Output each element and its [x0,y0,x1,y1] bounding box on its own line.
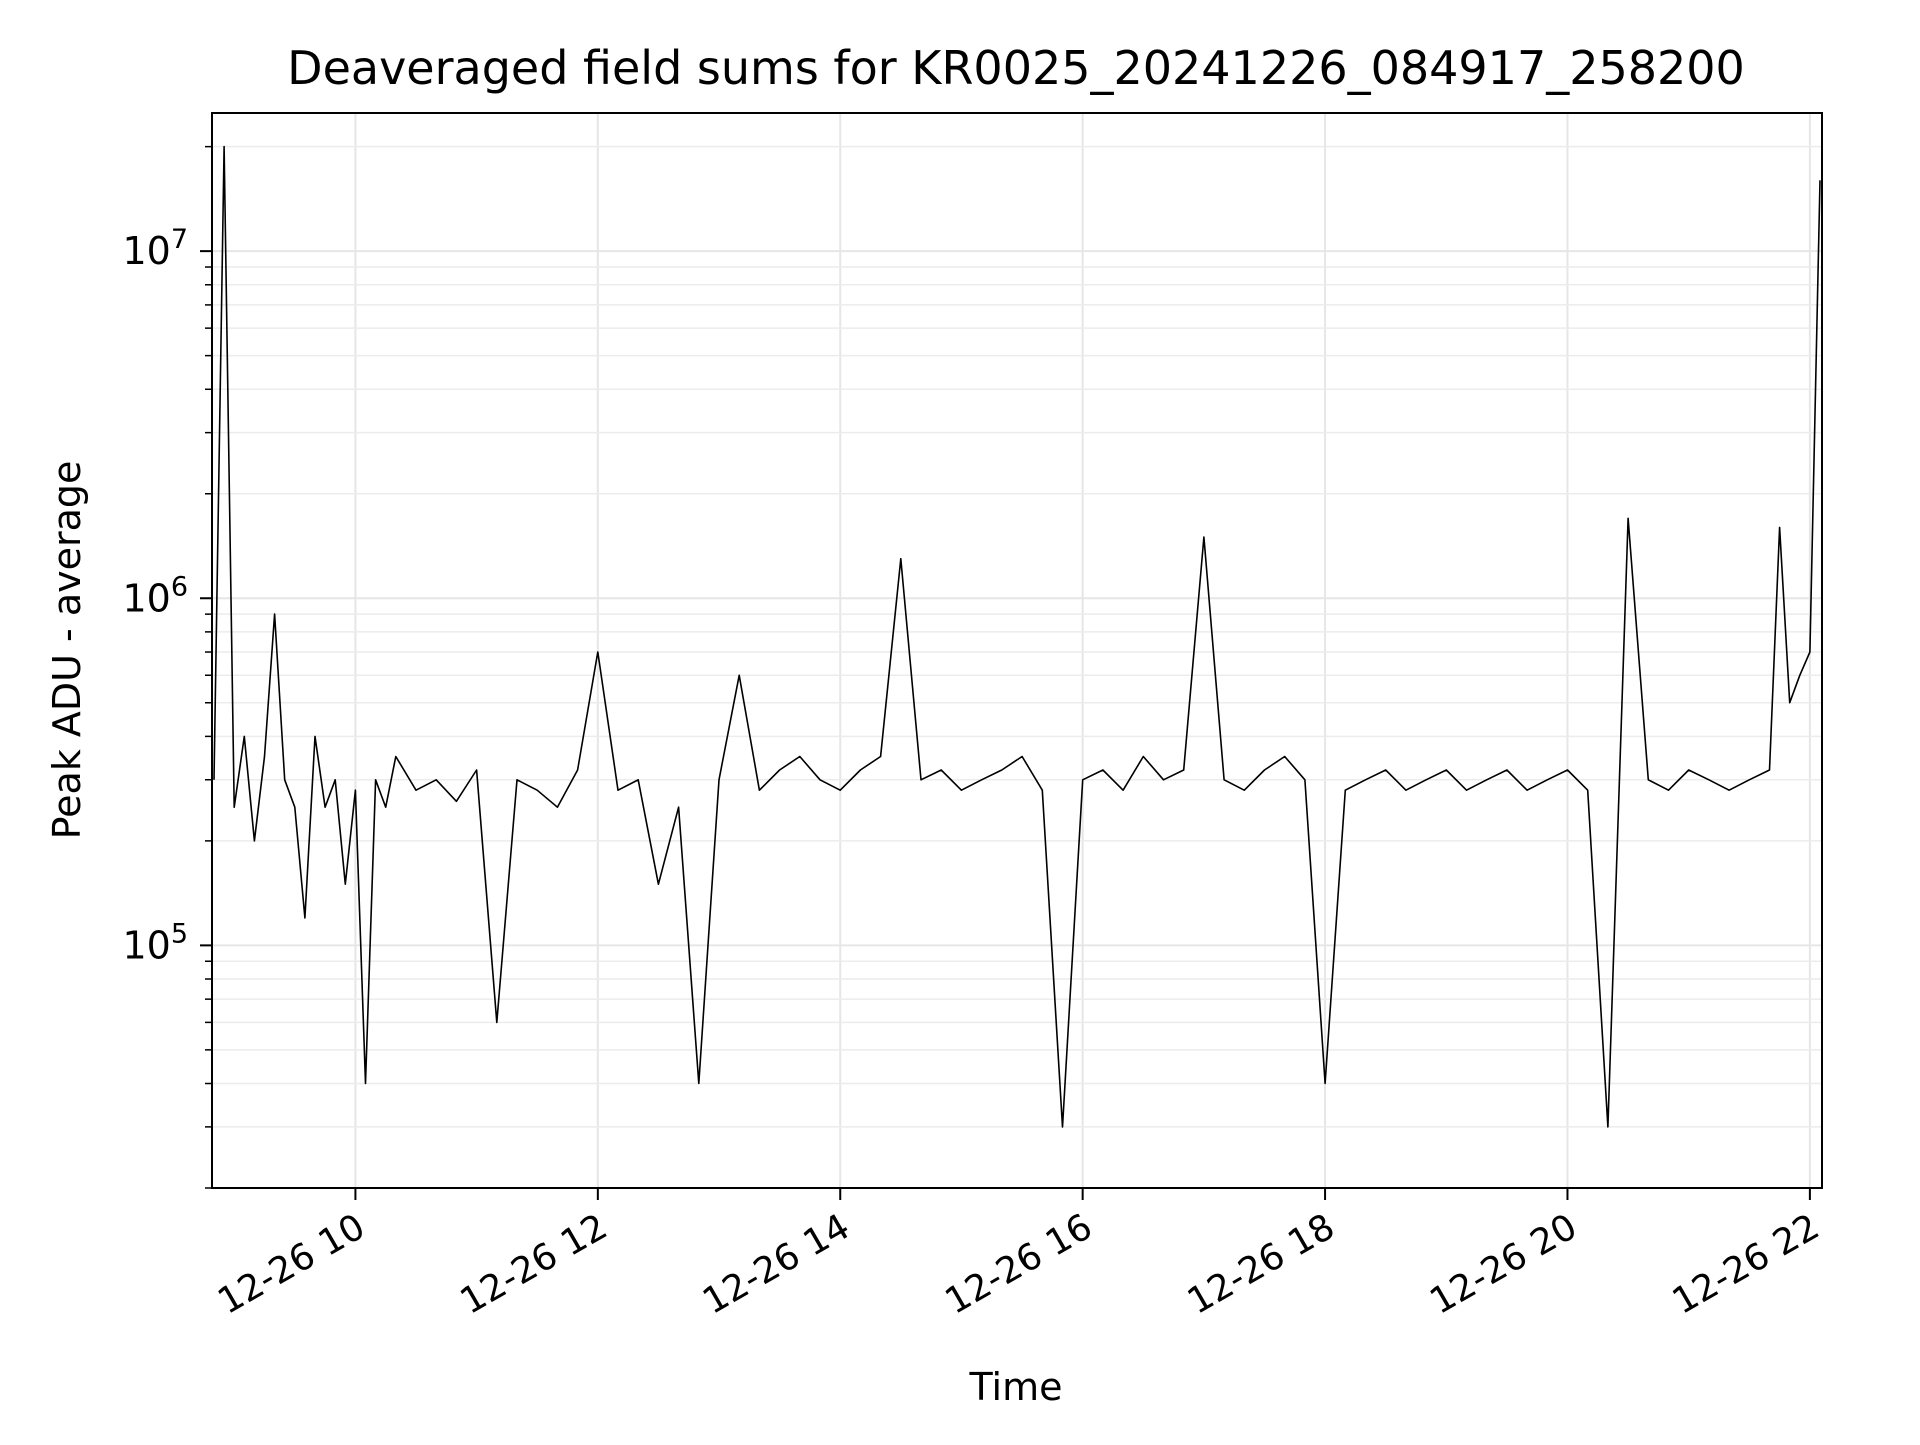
y-tick-label-base: 10 [122,923,170,967]
series-layer [213,145,1821,1128]
y-tick-label-exponent: 6 [171,571,188,602]
y-axis-label: Peak ADU - average [45,461,89,840]
y-tick-label-exponent: 7 [171,224,188,255]
y-tick-label-base: 10 [122,229,170,273]
grid-lines [212,113,1822,1189]
x-axis-label: Time [969,1365,1063,1409]
y-tick-label-base: 10 [122,576,170,620]
series-line [213,145,1821,1128]
y-tick-label-exponent: 5 [171,918,188,949]
chart-title: Deaveraged field sums for KR0025_2024122… [287,41,1745,95]
y-tick-label: 105 [122,918,188,967]
plot-area-frame [211,112,1823,1189]
y-tick-label: 107 [122,224,188,273]
y-tick-label: 106 [122,571,188,620]
